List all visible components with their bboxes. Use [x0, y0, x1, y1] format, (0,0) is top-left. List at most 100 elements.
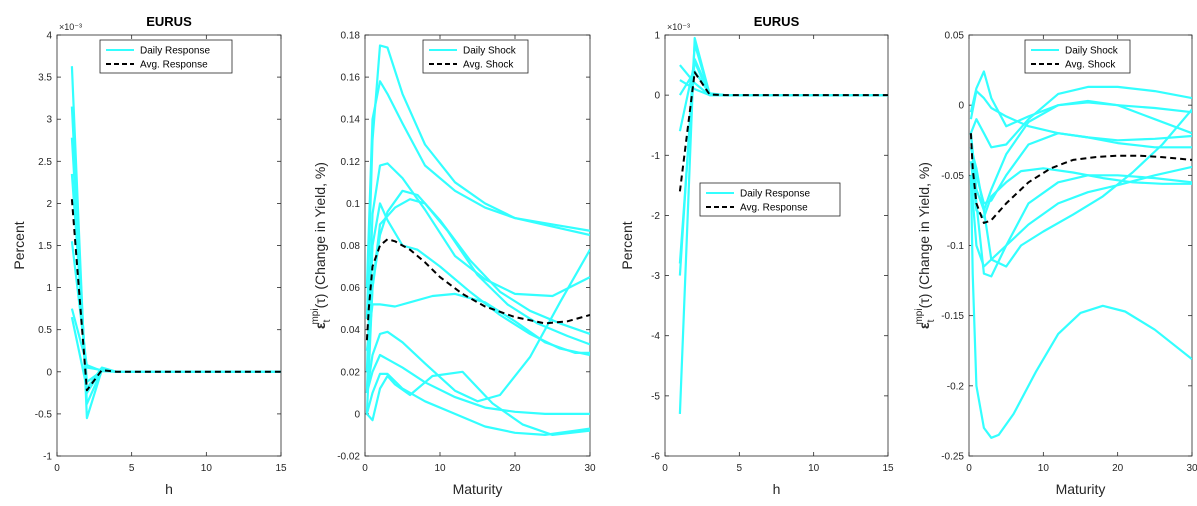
- daily-line-4: [365, 189, 590, 393]
- y-tick-label: 3.5: [38, 73, 52, 84]
- legend: Daily Response Avg. Response: [99, 39, 233, 74]
- y-tick-label: -0.1: [947, 241, 965, 252]
- legend-entry: Avg. Shock: [1065, 60, 1116, 71]
- x-tick-label: 15: [882, 463, 894, 474]
- legend-entry: Daily Shock: [463, 46, 517, 57]
- avg-line: [70, 199, 281, 392]
- x-tick-label: 10: [1038, 463, 1050, 474]
- y-tick-label: -1: [43, 452, 52, 463]
- y-tick-label: -5: [651, 391, 660, 402]
- y-tick-label: 4: [46, 31, 52, 42]
- y-tick-label: 3: [46, 115, 52, 126]
- daily-line-5: [70, 241, 281, 373]
- daily-line-1: [969, 70, 1192, 128]
- daily-line-7: [365, 292, 590, 354]
- legend-entry: Daily Shock: [1065, 46, 1119, 57]
- legend: Daily Shock Avg. Shock: [1024, 39, 1131, 74]
- daily-line-6: [70, 308, 281, 373]
- series-group: [678, 36, 888, 414]
- y-tick-label: 0: [46, 367, 52, 378]
- y-tick-label: -3: [651, 271, 660, 282]
- y-label-epsilon: ε: [312, 322, 328, 329]
- legend-box: [699, 182, 841, 217]
- daily-line-2: [969, 89, 1192, 142]
- y-tick-label: -0.2: [947, 381, 965, 392]
- y-tick-label: -4: [651, 331, 660, 342]
- daily-line-5: [365, 198, 590, 414]
- series-group: [969, 70, 1192, 439]
- x-tick-label: 0: [662, 463, 668, 474]
- legend: Daily Response Avg. Response: [699, 182, 841, 217]
- y-axis-label: εtmpi(τ) (Change in Yield, %): [914, 162, 937, 329]
- daily-line-5: [969, 132, 1192, 205]
- daily-line-8: [365, 249, 590, 403]
- y-tick-label: 1.5: [38, 241, 52, 252]
- y-label-superscript: mpi: [310, 308, 321, 324]
- y-tick-label: 0.04: [341, 325, 361, 336]
- x-tick-label: 15: [275, 463, 287, 474]
- daily-line-2: [678, 42, 888, 276]
- y-tick-label: 0: [654, 91, 660, 102]
- x-tick-label: 10: [808, 463, 820, 474]
- y-tick-label: 0.12: [341, 157, 361, 168]
- avg-line: [678, 71, 888, 192]
- y-tick-label: 0.08: [341, 241, 361, 252]
- x-axis-label: h: [773, 481, 781, 497]
- x-tick-label: 20: [1112, 463, 1124, 474]
- y-tick-label: -0.02: [337, 452, 360, 463]
- daily-line-5: [678, 69, 888, 97]
- daily-line-4: [678, 60, 888, 132]
- x-tick-label: 30: [584, 463, 596, 474]
- axes-box: [664, 34, 889, 457]
- daily-line-11: [365, 372, 590, 436]
- daily-line-3: [678, 57, 888, 264]
- y-tick-label: -0.5: [35, 409, 53, 420]
- x-tick-label: 10: [434, 463, 446, 474]
- chart-panel-4: 0 10 20 30 -0.25 -0.2 -0.15 -0.1 -0.05 0 0.05 Matur…: [914, 31, 1197, 498]
- y-tick-label: 0: [958, 101, 964, 112]
- chart-title: EURUS: [146, 14, 192, 29]
- y-tick-label: 1: [46, 283, 52, 294]
- x-tick-label: 10: [201, 463, 213, 474]
- y-tick-label: -2: [651, 211, 660, 222]
- daily-line-6: [679, 64, 888, 97]
- legend-box: [1024, 39, 1131, 74]
- x-tick-label: 0: [966, 463, 972, 474]
- x-axis-label: Maturity: [1056, 481, 1106, 497]
- chart-panel-3: 0 5 10 15 -6 -5 -4 -3 -2 -1 0 1 EURUS ×10⁻³ h Percent Da…: [619, 14, 894, 497]
- daily-line-6: [969, 133, 1192, 278]
- y-label-rest: (τ) (Change in Yield, %): [312, 162, 328, 308]
- daily-line-9: [969, 165, 1192, 268]
- daily-line-9: [365, 353, 590, 415]
- x-tick-label: 30: [1186, 463, 1197, 474]
- y-exponent-label: ×10⁻³: [59, 22, 82, 32]
- legend-entry: Avg. Shock: [463, 60, 514, 71]
- y-label-superscript: mpi: [914, 308, 925, 324]
- chart-panel-1: 0 5 10 15 -1 -0.5 0 0.5 1 1.5 2 2.5 3 3.5 4 EURUS ×10⁻³ h…: [11, 14, 287, 497]
- x-tick-label: 20: [509, 463, 521, 474]
- y-label-subscript: t: [322, 319, 333, 322]
- y-axis-label: εtmpi(τ) (Change in Yield, %): [310, 162, 333, 329]
- legend-box: [422, 39, 529, 74]
- y-tick-label: 0.06: [341, 283, 361, 294]
- y-tick-label: 0.05: [945, 31, 965, 42]
- y-tick-label: -1: [651, 151, 660, 162]
- y-label-epsilon: ε: [916, 322, 932, 329]
- y-tick-label: 0.5: [38, 325, 52, 336]
- daily-line-7: [679, 79, 888, 97]
- legend-entry: Avg. Response: [740, 203, 808, 214]
- y-tick-label: -6: [651, 452, 660, 463]
- y-tick-label: 0.16: [341, 73, 361, 84]
- x-axis-label: h: [165, 481, 173, 497]
- daily-line-10: [969, 175, 1192, 439]
- daily-line-4: [70, 173, 281, 383]
- daily-line-2: [70, 106, 281, 405]
- y-tick-label: 2: [46, 199, 52, 210]
- daily-line-3: [70, 137, 281, 394]
- y-tick-label: -0.15: [941, 311, 964, 322]
- series-group: [70, 66, 281, 420]
- y-label-rest: (τ) (Change in Yield, %): [916, 162, 932, 308]
- legend-entry: Daily Response: [740, 189, 810, 200]
- x-tick-label: 0: [54, 463, 60, 474]
- y-tick-label: 2.5: [38, 157, 52, 168]
